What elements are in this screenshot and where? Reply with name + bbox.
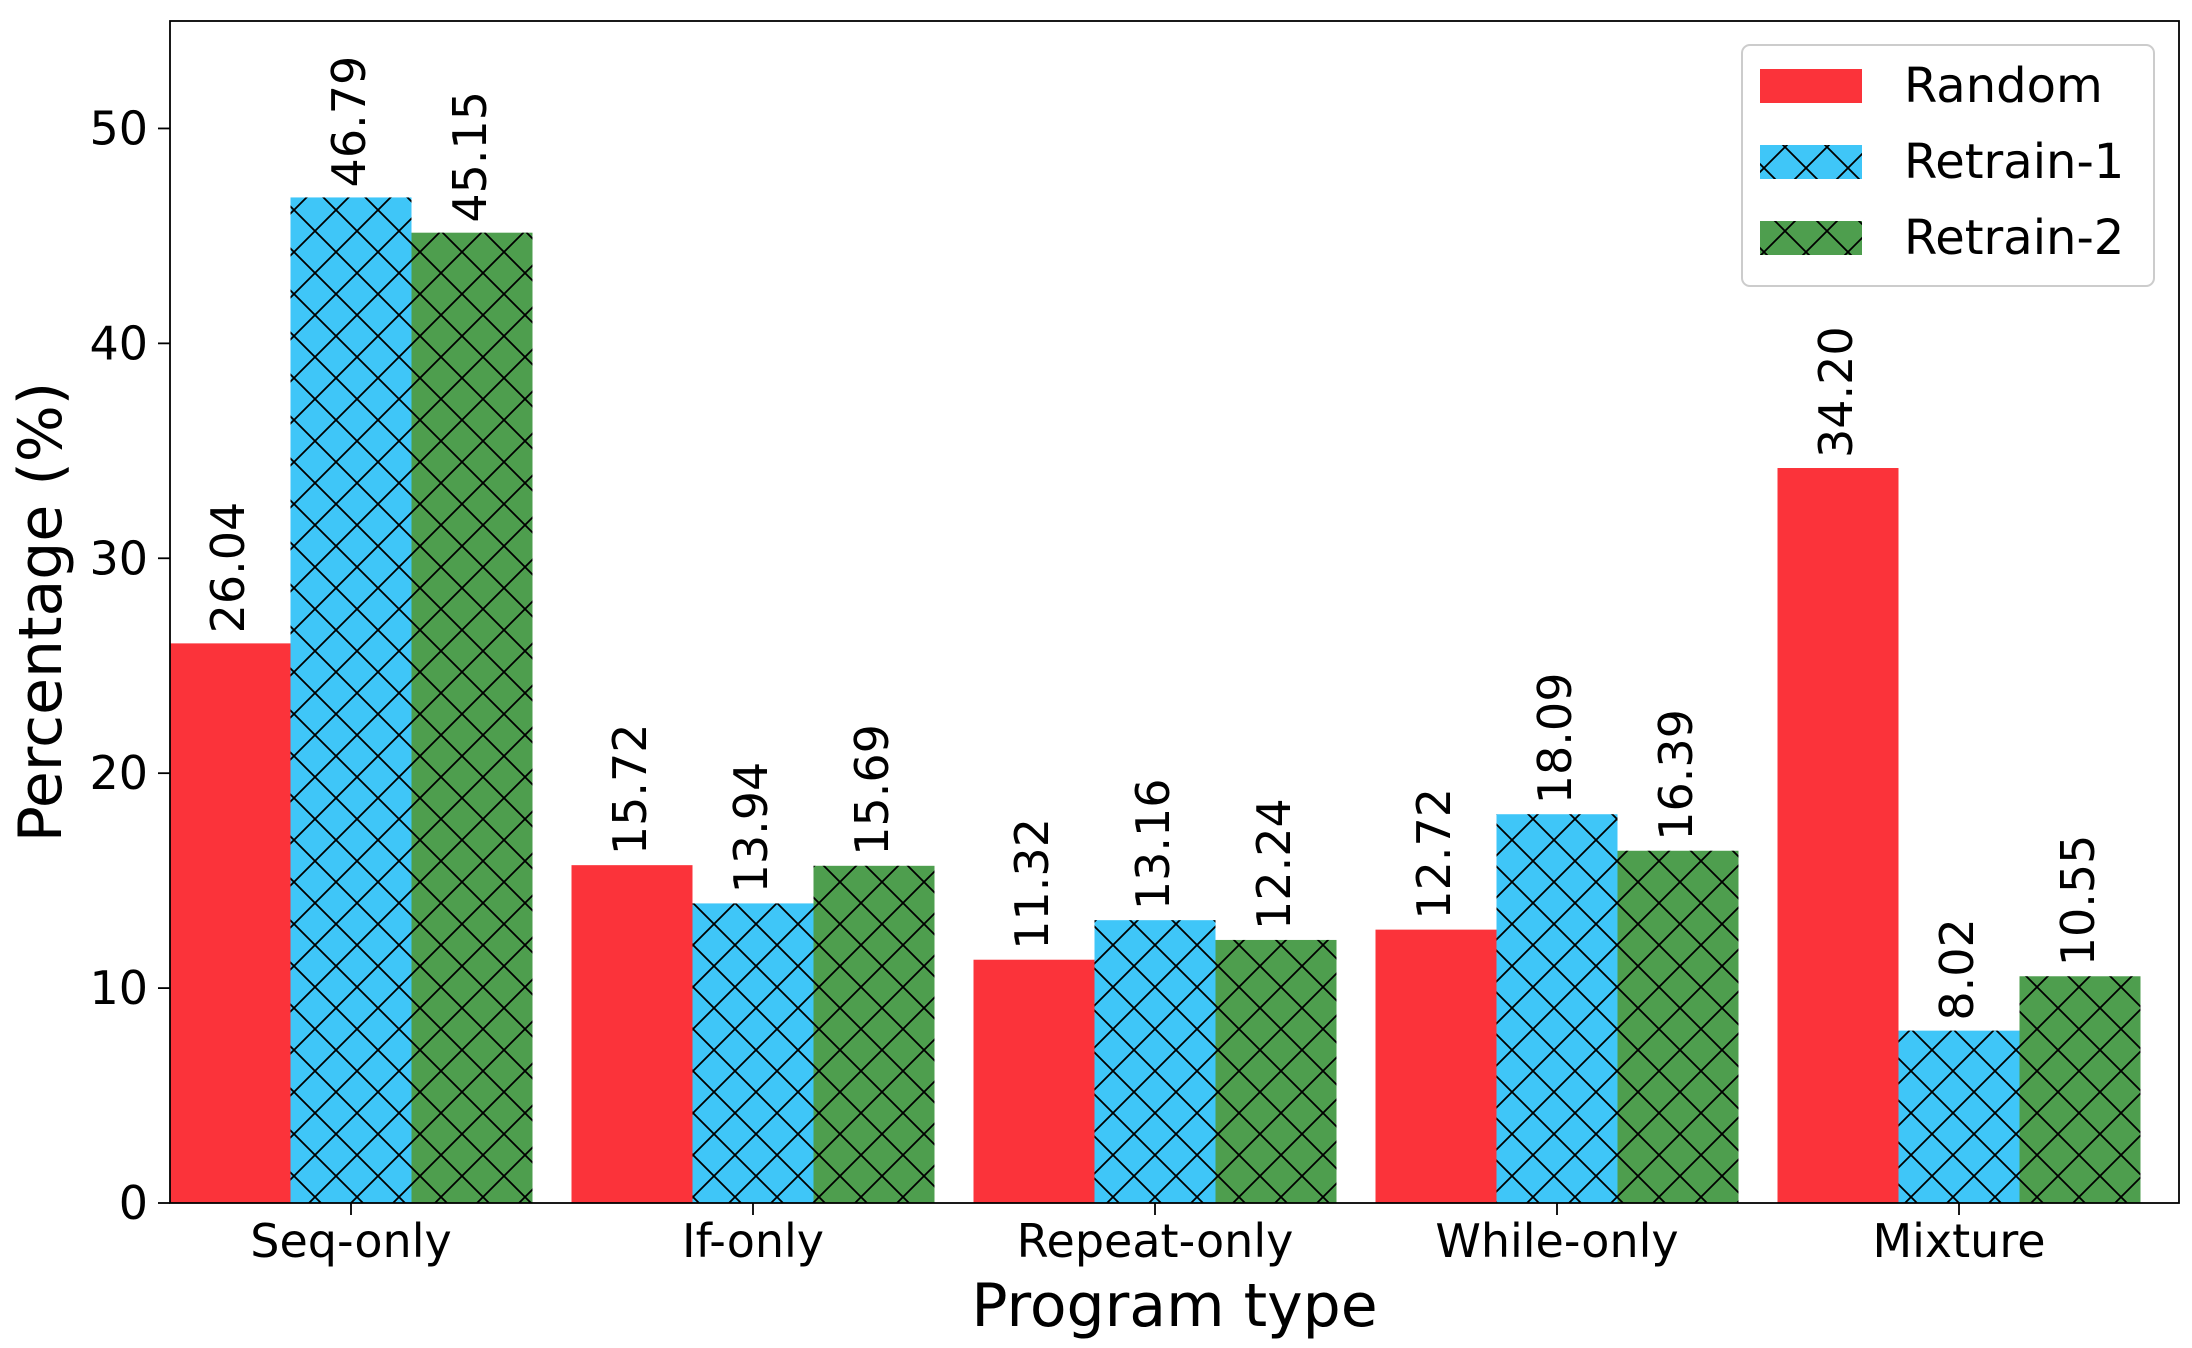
data-label-random-seq-only: 26.04 bbox=[201, 502, 255, 634]
bar-retrain-1-while-only-hatch bbox=[1496, 814, 1618, 1203]
y-tick-label-30: 30 bbox=[89, 531, 148, 585]
legend: Random Retrain-1 Retrain-2 bbox=[1741, 44, 2155, 287]
bar-retrain-1-if-only-hatch bbox=[692, 903, 814, 1203]
data-label-random-if-only: 15.72 bbox=[603, 723, 657, 855]
y-axis: 0 10 20 30 40 50 bbox=[89, 101, 170, 1230]
x-tick-label-mixture: Mixture bbox=[1872, 1214, 2045, 1268]
bar-random-if-only bbox=[571, 865, 693, 1203]
bar-retrain-2-mixture-hatch bbox=[2019, 976, 2141, 1203]
data-label-retrain-2-while-only: 16.39 bbox=[1649, 709, 1703, 841]
data-label-random-while-only: 12.72 bbox=[1407, 788, 1461, 920]
y-tick-label-50: 50 bbox=[89, 101, 148, 155]
data-label-retrain-2-mixture: 10.55 bbox=[2051, 835, 2105, 967]
bar-random-while-only bbox=[1375, 929, 1497, 1203]
bar-retrain-2-if-only-hatch bbox=[813, 865, 935, 1203]
data-label-retrain-1-seq-only: 46.79 bbox=[322, 56, 376, 188]
legend-random-label: Random bbox=[1904, 58, 2103, 114]
bar-retrain-2-while-only-hatch bbox=[1617, 850, 1739, 1203]
data-label-retrain-2-repeat-only: 12.24 bbox=[1247, 798, 1301, 930]
x-axis-label: Program type bbox=[971, 1271, 1377, 1341]
x-axis: Seq-only If-only Repeat-only While-only Mixt… bbox=[250, 1203, 2046, 1268]
plot-frame bbox=[169, 20, 2180, 1204]
bar-retrain-1-mixture-hatch bbox=[1898, 1030, 2020, 1203]
bar-random-seq-only bbox=[169, 643, 291, 1203]
legend-retrain-1-swatch-hatch bbox=[1760, 145, 1862, 179]
bar-retrain-1-repeat-only-hatch bbox=[1094, 920, 1216, 1203]
bar-random-repeat-only bbox=[973, 959, 1095, 1203]
y-tick-label-10: 10 bbox=[89, 961, 148, 1015]
legend-retrain-2-swatch-hatch bbox=[1760, 221, 1862, 255]
legend-retrain-1-label: Retrain-1 bbox=[1904, 134, 2124, 190]
data-label-retrain-1-if-only: 13.94 bbox=[724, 762, 778, 894]
y-axis-label: Percentage (%) bbox=[6, 382, 76, 842]
data-label-retrain-2-if-only: 15.69 bbox=[845, 724, 899, 856]
bars-group bbox=[169, 197, 2141, 1204]
bar-random-mixture bbox=[1777, 468, 1899, 1204]
data-label-retrain-1-mixture: 8.02 bbox=[1930, 918, 1984, 1020]
x-tick-label-if-only: If-only bbox=[682, 1214, 824, 1268]
y-tick-label-20: 20 bbox=[89, 746, 148, 800]
legend-random-swatch bbox=[1760, 69, 1862, 103]
x-tick-label-while-only: While-only bbox=[1435, 1214, 1678, 1268]
bar-retrain-2-seq-only-hatch bbox=[411, 232, 533, 1204]
y-tick-label-40: 40 bbox=[89, 316, 148, 370]
bar-retrain-1-seq-only-hatch bbox=[290, 197, 412, 1203]
data-label-retrain-1-while-only: 18.09 bbox=[1528, 673, 1582, 805]
y-tick-label-0: 0 bbox=[119, 1176, 148, 1230]
x-tick-label-repeat-only: Repeat-only bbox=[1017, 1214, 1294, 1268]
data-label-retrain-2-seq-only: 45.15 bbox=[443, 91, 497, 223]
data-label-random-repeat-only: 11.32 bbox=[1005, 818, 1059, 950]
data-label-random-mixture: 34.20 bbox=[1809, 326, 1863, 458]
x-tick-label-seq-only: Seq-only bbox=[250, 1214, 451, 1268]
legend-retrain-2-label: Retrain-2 bbox=[1904, 210, 2124, 266]
data-label-retrain-1-repeat-only: 13.16 bbox=[1126, 778, 1180, 910]
bar-retrain-2-repeat-only-hatch bbox=[1215, 939, 1337, 1203]
data-labels-group: 26.04 46.79 45.15 15.72 13.94 15.69 11.32 13.16… bbox=[201, 56, 2105, 1021]
